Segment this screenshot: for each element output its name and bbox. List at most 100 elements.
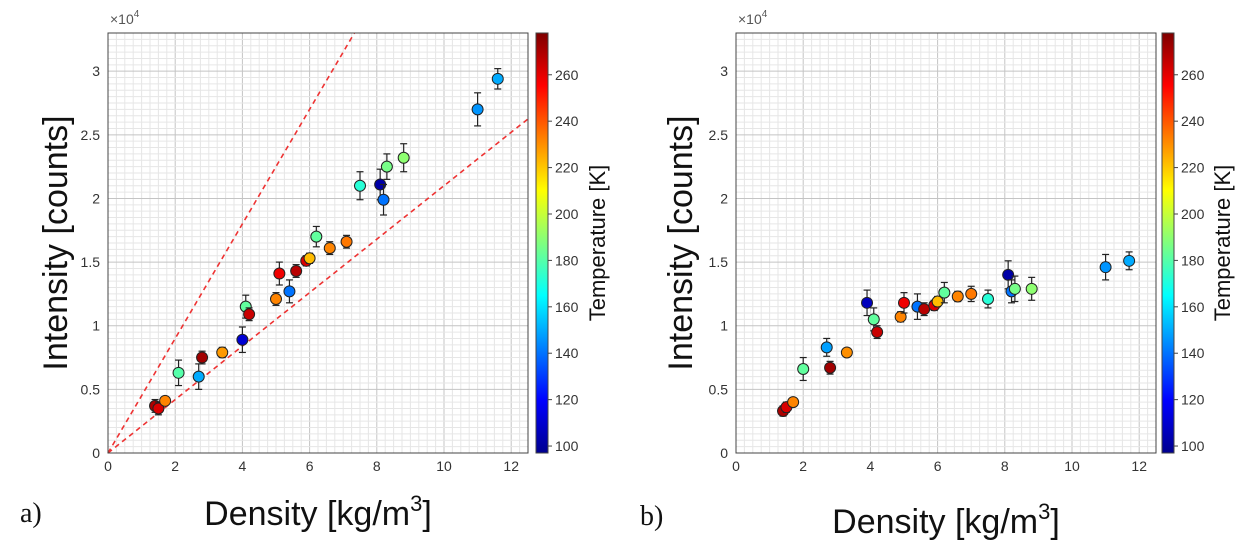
colorbar-tick-label: 160 [555,299,579,315]
data-marker [236,333,249,346]
data-marker [931,295,944,308]
colorbar-tick-label: 220 [1181,160,1205,176]
y-tick-labels: 0 0.5 1 1.5 2 2.5 3 [709,63,729,461]
data-marker [159,394,172,407]
panel-b: 0 2 4 6 8 10 12 0 0.5 1 1.5 2 2.5 3 ×104 Intensity [… [640,9,1235,541]
x-tick-label: 4 [867,458,875,474]
data-point [310,225,323,248]
data-point [1025,276,1038,301]
y-tick-label: 0.5 [81,381,101,397]
data-marker [196,351,209,364]
panel-a: 0 2 4 6 8 10 12 0 0.5 1 1.5 2 2.5 3 ×104 Intensity [… [20,9,610,533]
colorbar-tick-label: 240 [555,113,579,129]
data-marker [982,293,994,305]
x-tick-label: 2 [799,458,807,474]
data-point [273,261,286,286]
colorbar-tick-label: 140 [555,345,579,361]
y-tick-label: 0 [720,445,728,461]
y-tick-labels: 0 0.5 1 1.5 2 2.5 3 [81,63,101,461]
data-marker [820,341,833,354]
plot-area-frame [107,32,529,454]
x-tick-label: 0 [732,458,740,474]
colorbar-tick-labels: 100 120 140 160 180 200 220 240 260 [1174,67,1205,454]
data-point [380,153,393,180]
colorbar-tick-label: 180 [1181,252,1205,268]
x-tick-label: 4 [239,458,247,474]
x-axis-title: Density [kg/m3] [832,499,1060,541]
reference-lines [107,32,529,454]
colorbar-tick-label: 260 [555,67,579,83]
plot-area-frame [735,32,1157,454]
data-marker [1002,268,1015,281]
data-marker [787,396,800,409]
x-axis-title: Density [kg/m3] [204,491,432,533]
data-point [898,292,910,314]
data-marker [172,366,185,379]
x-tick-label: 0 [104,458,112,474]
y-tick-label: 1.5 [81,254,101,270]
data-marker [397,151,410,164]
x-tick-label: 12 [503,458,519,474]
data-point [938,281,951,304]
data-marker [1099,261,1112,274]
data-marker [152,402,165,415]
data-point [243,307,256,322]
y-tick-label: 2 [92,190,100,206]
data-point [270,292,282,306]
data-marker [938,286,951,299]
panel-label-a: a) [20,498,42,529]
data-point [820,337,833,357]
colorbar-title: Temperature [K] [1210,165,1235,322]
y-tick-label: 2 [720,190,728,206]
data-point [871,325,884,340]
data-points [149,68,504,416]
y-tick-label: 1 [92,318,100,334]
data-point [471,92,484,127]
data-point [951,290,964,303]
data-marker [354,179,366,192]
data-marker [951,290,964,303]
data-point [918,302,931,317]
y-multiplier: ×104 [738,9,768,27]
x-tick-label: 6 [306,458,314,474]
data-marker [243,308,256,321]
colorbar-tick-label: 260 [1181,67,1205,83]
data-point [172,359,185,387]
panel-label-b: b) [640,501,663,532]
data-marker [340,235,353,248]
data-point [290,264,303,278]
x-tick-label: 2 [171,458,179,474]
colorbar-tick-label: 220 [555,160,579,176]
data-point [1123,251,1136,271]
data-marker [273,267,286,280]
data-marker [871,326,884,339]
y-axis-title: Intensity [counts] [662,115,700,370]
data-point [1008,275,1021,303]
data-point [196,350,209,365]
data-marker [894,310,907,323]
x-tick-labels: 0 2 4 6 8 10 12 [732,458,1147,474]
data-marker [303,252,316,265]
y-axis-title: Intensity [counts] [37,115,75,370]
colorbar-tick-label: 140 [1181,345,1205,361]
y-tick-label: 2.5 [709,127,729,143]
data-marker [323,242,336,255]
data-point [1099,253,1112,281]
data-point [159,394,172,407]
y-tick-label: 2.5 [81,127,101,143]
y-tick-label: 1.5 [709,254,729,270]
colorbar-tick-label: 180 [555,252,579,268]
data-marker [491,72,504,85]
data-marker [861,296,874,309]
data-marker [283,285,296,298]
data-marker [898,296,910,309]
x-tick-label: 10 [436,458,452,474]
data-marker [824,361,837,374]
data-marker [1025,282,1038,295]
colorbar-tick-label: 160 [1181,299,1205,315]
data-marker [797,363,810,375]
colorbar-tick-label: 200 [1181,206,1205,222]
data-point [931,295,944,308]
data-marker [840,346,853,359]
y-tick-label: 3 [720,63,728,79]
